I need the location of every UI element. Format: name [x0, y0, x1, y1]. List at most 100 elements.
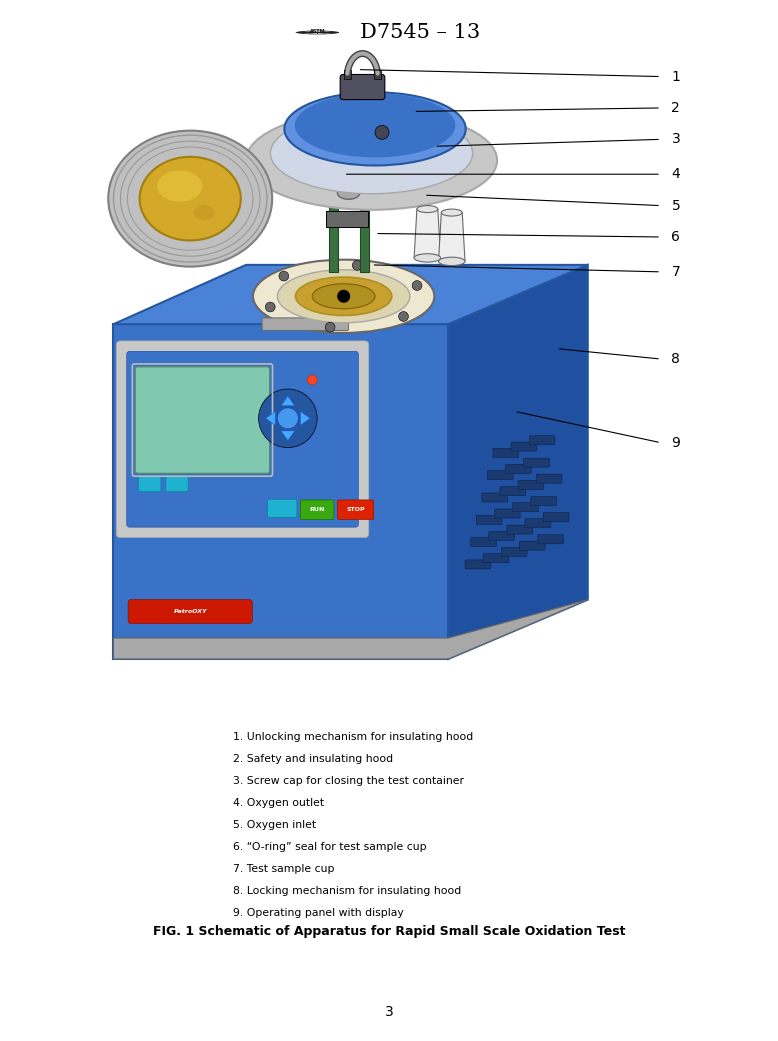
FancyBboxPatch shape	[529, 436, 555, 445]
Bar	[326, 149, 365, 178]
FancyBboxPatch shape	[487, 471, 513, 480]
Polygon shape	[114, 264, 587, 324]
Text: 8. Locking mechanism for insulating hood: 8. Locking mechanism for insulating hood	[233, 886, 461, 896]
Ellipse shape	[253, 259, 434, 333]
Text: 3: 3	[384, 1006, 394, 1019]
Text: 5: 5	[671, 199, 680, 212]
Text: 6. “O-ring” seal for test sample cup: 6. “O-ring” seal for test sample cup	[233, 842, 427, 852]
FancyBboxPatch shape	[268, 500, 297, 517]
Ellipse shape	[295, 94, 455, 157]
FancyBboxPatch shape	[338, 500, 373, 519]
Text: 3. Screw cap for closing the test container: 3. Screw cap for closing the test contai…	[233, 776, 464, 786]
Bar	[374, 71, 381, 79]
Circle shape	[307, 375, 317, 385]
FancyBboxPatch shape	[518, 480, 544, 489]
FancyBboxPatch shape	[511, 442, 537, 451]
Text: 7. Test sample cup: 7. Test sample cup	[233, 864, 335, 874]
FancyBboxPatch shape	[135, 366, 270, 474]
FancyBboxPatch shape	[525, 518, 551, 528]
Circle shape	[352, 260, 362, 271]
Polygon shape	[281, 396, 295, 406]
Polygon shape	[265, 411, 275, 426]
Polygon shape	[300, 411, 310, 426]
Bar	[326, 189, 372, 199]
Circle shape	[398, 311, 408, 322]
FancyBboxPatch shape	[262, 318, 349, 330]
Bar	[344, 71, 351, 79]
Ellipse shape	[246, 110, 497, 210]
Polygon shape	[414, 209, 440, 258]
FancyBboxPatch shape	[465, 560, 491, 569]
Text: STOP: STOP	[346, 507, 365, 512]
FancyBboxPatch shape	[493, 449, 519, 457]
Text: RUN: RUN	[310, 507, 325, 512]
Ellipse shape	[414, 254, 440, 262]
Polygon shape	[439, 212, 465, 261]
Ellipse shape	[338, 186, 359, 199]
FancyBboxPatch shape	[471, 537, 496, 547]
FancyBboxPatch shape	[536, 474, 562, 483]
FancyBboxPatch shape	[531, 497, 556, 506]
FancyBboxPatch shape	[340, 75, 385, 100]
Ellipse shape	[312, 284, 375, 309]
Circle shape	[278, 408, 298, 429]
Circle shape	[412, 281, 422, 290]
FancyBboxPatch shape	[116, 340, 369, 537]
Ellipse shape	[441, 209, 462, 217]
Text: 9. Operating panel with display: 9. Operating panel with display	[233, 908, 404, 918]
Ellipse shape	[439, 257, 465, 265]
Ellipse shape	[417, 205, 438, 212]
FancyBboxPatch shape	[482, 493, 507, 502]
Bar	[326, 211, 368, 227]
Text: 6: 6	[671, 230, 680, 244]
FancyBboxPatch shape	[300, 500, 334, 519]
Ellipse shape	[278, 270, 410, 323]
FancyBboxPatch shape	[513, 503, 538, 512]
Bar	[329, 171, 338, 272]
Ellipse shape	[157, 171, 202, 202]
FancyBboxPatch shape	[500, 487, 526, 496]
FancyBboxPatch shape	[538, 535, 563, 543]
Text: 1: 1	[671, 70, 680, 83]
Polygon shape	[114, 324, 448, 659]
FancyBboxPatch shape	[494, 509, 520, 518]
Polygon shape	[448, 264, 587, 659]
FancyBboxPatch shape	[128, 600, 252, 624]
Circle shape	[338, 290, 350, 303]
Text: 8: 8	[671, 352, 680, 366]
Text: ASTM: ASTM	[310, 29, 325, 34]
Ellipse shape	[140, 157, 240, 240]
Bar	[360, 171, 370, 272]
Text: 4. Oxygen outlet: 4. Oxygen outlet	[233, 798, 324, 808]
FancyBboxPatch shape	[138, 476, 161, 491]
Text: PetroOXY: PetroOXY	[173, 609, 207, 614]
Text: FIG. 1 Schematic of Apparatus for Rapid Small Scale Oxidation Test: FIG. 1 Schematic of Apparatus for Rapid …	[152, 925, 626, 938]
FancyBboxPatch shape	[507, 525, 533, 534]
Circle shape	[375, 125, 389, 139]
Text: 2: 2	[671, 101, 680, 115]
Ellipse shape	[285, 93, 466, 166]
Circle shape	[296, 30, 339, 34]
FancyBboxPatch shape	[489, 531, 514, 540]
Ellipse shape	[271, 112, 473, 194]
Text: 7: 7	[671, 264, 680, 279]
Ellipse shape	[336, 158, 356, 170]
Text: 3: 3	[671, 132, 680, 147]
Polygon shape	[114, 600, 587, 659]
Text: 9: 9	[671, 436, 680, 450]
Polygon shape	[281, 431, 295, 440]
Circle shape	[302, 31, 333, 33]
Circle shape	[258, 389, 317, 448]
FancyBboxPatch shape	[506, 464, 531, 474]
FancyBboxPatch shape	[476, 515, 502, 525]
FancyBboxPatch shape	[483, 554, 509, 563]
FancyBboxPatch shape	[543, 512, 569, 522]
FancyBboxPatch shape	[501, 548, 527, 557]
Text: 1. Unlocking mechanism for insulating hood: 1. Unlocking mechanism for insulating ho…	[233, 732, 474, 742]
FancyBboxPatch shape	[524, 458, 549, 467]
Circle shape	[279, 272, 289, 281]
Text: 5. Oxygen inlet: 5. Oxygen inlet	[233, 820, 317, 830]
FancyBboxPatch shape	[127, 352, 359, 527]
Circle shape	[265, 302, 275, 312]
Text: D7545 – 13: D7545 – 13	[360, 23, 480, 42]
